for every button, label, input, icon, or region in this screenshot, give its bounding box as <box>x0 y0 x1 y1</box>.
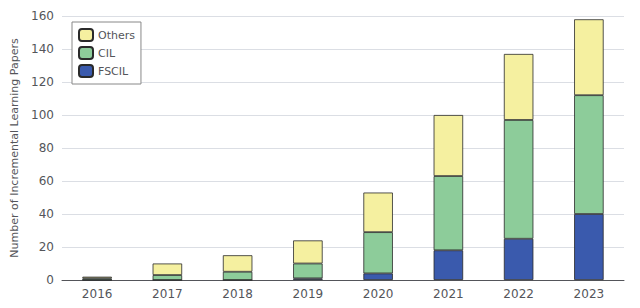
svg-text:Number of Incremental Learning: Number of Incremental Learning Papers <box>8 38 21 258</box>
svg-text:2017: 2017 <box>152 287 183 301</box>
svg-text:2018: 2018 <box>222 287 253 301</box>
svg-text:2020: 2020 <box>363 287 394 301</box>
svg-text:2022: 2022 <box>503 287 534 301</box>
svg-text:120: 120 <box>31 75 54 89</box>
svg-text:2021: 2021 <box>433 287 464 301</box>
svg-text:100: 100 <box>31 108 54 122</box>
svg-text:40: 40 <box>39 207 54 221</box>
svg-text:2016: 2016 <box>82 287 113 301</box>
svg-text:FSCIL: FSCIL <box>98 65 129 78</box>
svg-text:80: 80 <box>39 141 54 155</box>
svg-text:140: 140 <box>31 42 54 56</box>
svg-text:0: 0 <box>46 273 54 287</box>
svg-text:2019: 2019 <box>293 287 324 301</box>
svg-text:CIL: CIL <box>98 47 116 60</box>
svg-text:20: 20 <box>39 240 54 254</box>
svg-text:60: 60 <box>39 174 54 188</box>
svg-text:2023: 2023 <box>574 287 605 301</box>
svg-text:160: 160 <box>31 9 54 23</box>
svg-text:Others: Others <box>98 29 135 42</box>
